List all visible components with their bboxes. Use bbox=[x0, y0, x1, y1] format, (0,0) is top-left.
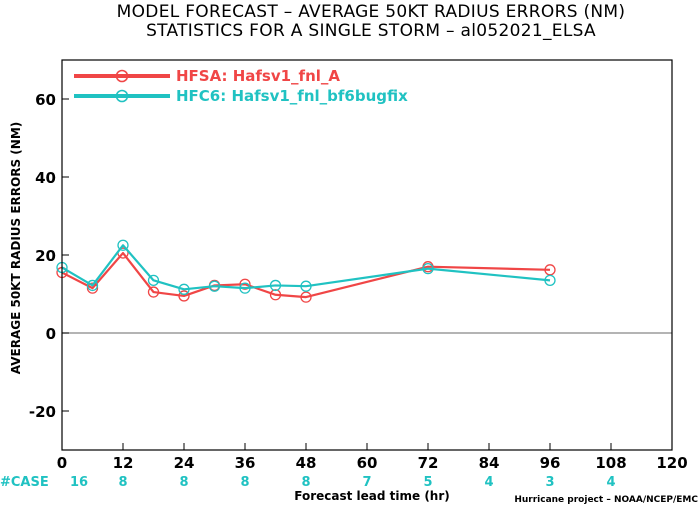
x-tick-label: 72 bbox=[418, 454, 439, 472]
series-2-point bbox=[422, 262, 434, 275]
plot-frame bbox=[61, 59, 673, 451]
series-2-point bbox=[147, 274, 160, 287]
legend-label-1: HFSA: Hafsv1_fnl_A bbox=[176, 67, 340, 85]
case-count: 4 bbox=[606, 475, 615, 490]
case-count-label: #CASE bbox=[0, 475, 49, 490]
credit-text: Hurricane project – NOAA/NCEP/EMC bbox=[514, 495, 698, 505]
case-count: 4 bbox=[484, 475, 493, 490]
series-layer bbox=[56, 239, 556, 303]
series-2-point bbox=[86, 279, 99, 292]
series-2-point bbox=[178, 283, 190, 295]
series-2-point bbox=[239, 282, 251, 294]
legend: HFSA: Hafsv1_fnl_A HFC6: Hafsv1_fnl_bf6bu… bbox=[74, 67, 408, 105]
series-1-point bbox=[300, 291, 312, 303]
x-tick-label: 84 bbox=[479, 454, 500, 472]
x-tick-label: 12 bbox=[113, 454, 134, 472]
case-count: 7 bbox=[362, 475, 371, 490]
series-2-point bbox=[269, 279, 282, 292]
series-2-point bbox=[300, 280, 312, 292]
x-tick-label: 48 bbox=[296, 454, 317, 472]
y-tick-label: 60 bbox=[35, 91, 56, 109]
x-axis-label: Forecast lead time (hr) bbox=[294, 489, 450, 503]
legend-label-2: HFC6: Hafsv1_fnl_bf6bugfix bbox=[176, 87, 408, 105]
series-2-point bbox=[117, 239, 129, 251]
x-tick-label: 108 bbox=[595, 454, 626, 472]
legend-marker-2 bbox=[115, 89, 129, 103]
y-tick-label: 40 bbox=[35, 169, 56, 187]
y-tick-label: -20 bbox=[29, 403, 56, 421]
x-tick-label: 24 bbox=[174, 454, 195, 472]
case-count-layer: 16 8 8 8 8 7 5 4 3 4 bbox=[70, 475, 616, 490]
legend-marker-1 bbox=[115, 69, 129, 83]
series-line-2 bbox=[61, 244, 551, 291]
case-count: 3 bbox=[545, 475, 554, 490]
chart-title: MODEL FORECAST – AVERAGE 50KT RADIUS ERR… bbox=[117, 2, 626, 22]
case-count: 5 bbox=[423, 475, 432, 490]
x-tick-label: 96 bbox=[540, 454, 561, 472]
chart-subtitle: STATISTICS FOR A SINGLE STORM – al052021… bbox=[146, 21, 596, 41]
case-count: 8 bbox=[301, 475, 310, 490]
x-tick-label: 36 bbox=[235, 454, 256, 472]
x-tick-layer: 0 12 24 36 48 60 72 84 96 108 120 bbox=[57, 443, 688, 472]
series-1-point bbox=[86, 282, 99, 294]
x-tick-label: 60 bbox=[357, 454, 378, 472]
x-tick-label: 120 bbox=[656, 454, 687, 472]
case-count: 8 bbox=[179, 475, 188, 490]
case-count: 8 bbox=[240, 475, 249, 490]
x-tick-label: 0 bbox=[57, 454, 67, 472]
case-count: 8 bbox=[118, 475, 127, 490]
case-count: 16 bbox=[70, 475, 88, 490]
series-1-point bbox=[239, 278, 251, 290]
y-axis-label: AVERAGE 50KT RADIUS ERRORS (NM) bbox=[9, 122, 23, 374]
series-1-point bbox=[147, 286, 160, 298]
y-tick-label: 20 bbox=[35, 247, 56, 265]
series-2-point bbox=[208, 280, 221, 292]
series-1-point bbox=[178, 290, 190, 302]
y-tick-label: 0 bbox=[46, 325, 56, 343]
y-tick-layer: -20 0 20 40 60 bbox=[29, 91, 69, 421]
series-2-point bbox=[544, 274, 556, 287]
